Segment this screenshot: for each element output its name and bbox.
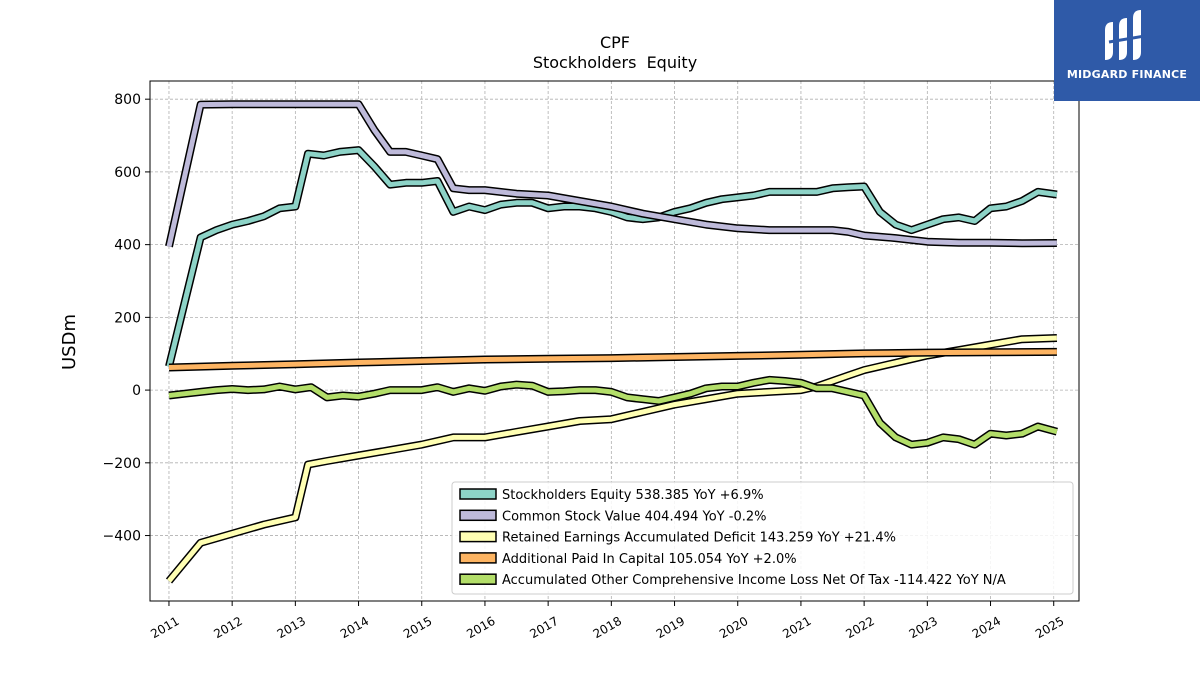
y-tick-label: −400 xyxy=(103,529,141,545)
series-line xyxy=(166,101,1057,248)
legend-swatch xyxy=(459,488,497,500)
x-tick-label: 2019 xyxy=(654,614,687,641)
x-tick-label: 2020 xyxy=(717,614,750,641)
legend-label: Accumulated Other Comprehensive Income L… xyxy=(502,573,1006,588)
y-tick-label: 800 xyxy=(114,92,141,108)
y-tick-label: 0 xyxy=(132,383,141,399)
logo-mark-icon xyxy=(1105,10,1146,60)
series-lines xyxy=(165,100,1058,584)
x-tick-label: 2012 xyxy=(211,614,244,641)
plot-frame xyxy=(149,80,1080,602)
legend-label: Retained Earnings Accumulated Deficit 14… xyxy=(502,531,896,546)
legend-label: Common Stock Value 404.494 YoY -0.2% xyxy=(502,509,766,524)
legend-swatch xyxy=(459,530,497,543)
series-line xyxy=(168,377,1058,448)
x-tick-label: 2013 xyxy=(275,614,308,641)
y-axis-label: USDm xyxy=(59,314,80,370)
legend-swatch xyxy=(459,573,497,585)
x-tick-label: 2017 xyxy=(527,614,560,641)
y-tick-label: 600 xyxy=(114,165,141,181)
x-tick-label: 2024 xyxy=(970,614,1003,641)
x-tick-label: 2025 xyxy=(1033,614,1066,641)
legend-box xyxy=(451,481,1074,595)
x-tick-label: 2018 xyxy=(591,614,624,641)
x-tick-label: 2023 xyxy=(907,614,940,641)
legend-label: Additional Paid In Capital 105.054 YoY +… xyxy=(502,552,797,567)
legend-swatch xyxy=(459,509,497,522)
x-tick-label: 2015 xyxy=(401,614,434,641)
x-tick-label: 2021 xyxy=(780,614,813,641)
legend-label: Stockholders Equity 538.385 YoY +6.9% xyxy=(502,488,764,503)
series-line xyxy=(167,335,1057,583)
x-tick-label: 2011 xyxy=(148,614,181,641)
y-tick-label: −200 xyxy=(103,456,141,472)
x-tick-label: 2014 xyxy=(338,614,371,641)
series-line xyxy=(168,349,1057,370)
legend: Stockholders Equity 538.385 YoY +6.9% Com… xyxy=(451,481,1074,595)
y-tick-label: 200 xyxy=(114,310,141,326)
x-tick-label: 2016 xyxy=(464,614,497,641)
logo-text: MIDGARD FINANCE xyxy=(1066,68,1188,81)
y-tick-label: 400 xyxy=(114,238,141,254)
chart-subtitle: Stockholders Equity xyxy=(533,53,697,72)
chart-title: CPF xyxy=(600,33,630,52)
x-tick-label: 2022 xyxy=(843,614,876,641)
logo: MIDGARD FINANCE xyxy=(1054,0,1200,101)
series-line xyxy=(166,147,1058,368)
legend-swatch xyxy=(459,552,497,564)
